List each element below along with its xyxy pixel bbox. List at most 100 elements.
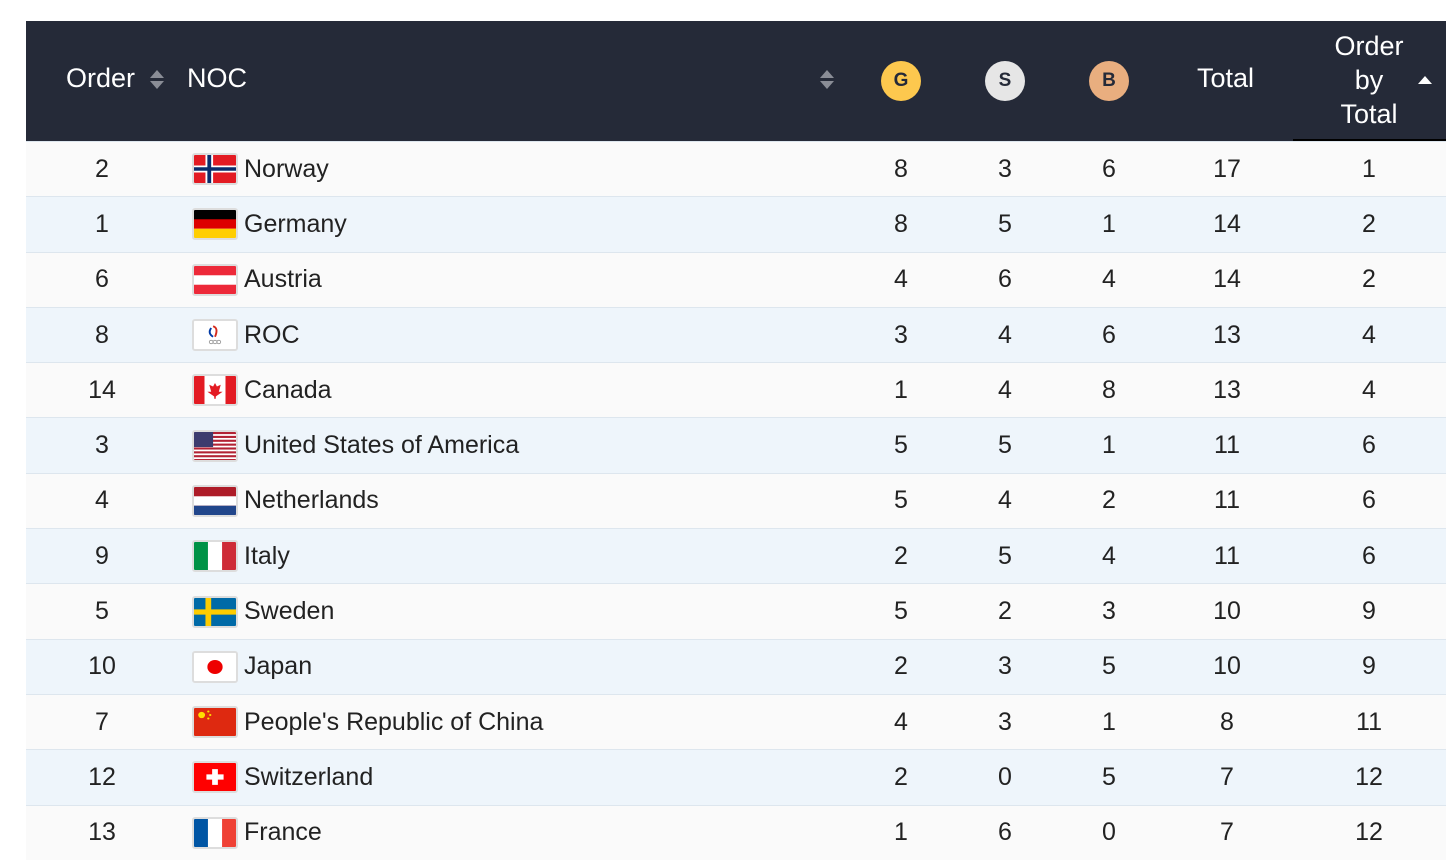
total-count: 11 (1214, 431, 1240, 460)
order-cell: 6 (95, 265, 109, 294)
noc-cell: Switzerland (192, 750, 373, 804)
table-row[interactable]: 5 Sweden 5 2 3 10 9 (26, 583, 1446, 639)
total-count: 10 (1213, 652, 1241, 681)
silver-count: 5 (998, 431, 1012, 460)
country-name[interactable]: Italy (244, 541, 290, 570)
country-name[interactable]: United States of America (244, 431, 520, 460)
country-name[interactable]: Japan (244, 652, 313, 681)
sort-ascending-icon[interactable] (1418, 76, 1432, 84)
gold-count: 5 (894, 486, 908, 515)
noc-column-header[interactable]: NOC (187, 63, 247, 93)
canada-flag-icon (192, 374, 238, 407)
silver-count: 3 (998, 707, 1012, 736)
gold-count: 4 (894, 707, 908, 736)
table-row[interactable]: 1 Germany 8 5 1 14 2 (26, 196, 1446, 252)
header-line: Total (1340, 99, 1398, 129)
sweden-flag-icon (192, 595, 238, 628)
total-count: 7 (1220, 762, 1234, 791)
table-body: 2 Norway 8 3 6 17 1 1 Germany 8 5 1 14 2… (26, 141, 1446, 860)
noc-cell: Sweden (192, 584, 334, 638)
total-count: 14 (1213, 209, 1241, 238)
gold-medal-icon[interactable]: G (881, 61, 921, 101)
rank-by-total: 6 (1362, 541, 1376, 570)
table-row[interactable]: 14 Canada 1 4 8 13 4 (26, 362, 1446, 418)
order-column-header[interactable]: Order (66, 63, 136, 93)
order-cell: 3 (95, 431, 109, 460)
rank-by-total: 2 (1362, 209, 1376, 238)
noc-cell: Netherlands (192, 474, 379, 528)
total-count: 11 (1214, 486, 1240, 515)
sort-icon[interactable] (150, 70, 164, 90)
header-line: by (1354, 65, 1384, 95)
rank-by-total: 6 (1362, 486, 1376, 515)
order-cell: 1 (95, 209, 109, 238)
order-cell: 7 (95, 707, 109, 736)
table-row[interactable]: 2 Norway 8 3 6 17 1 (26, 141, 1446, 197)
italy-flag-icon (192, 540, 238, 573)
rank-by-total: 4 (1362, 375, 1376, 404)
country-name[interactable]: Canada (244, 375, 332, 404)
rank-by-total: 6 (1362, 431, 1376, 460)
order-cell: 5 (95, 597, 109, 626)
order-cell: 10 (88, 652, 116, 681)
silver-medal-icon[interactable]: S (985, 61, 1025, 101)
order-cell: 13 (88, 818, 116, 847)
usa-flag-icon (192, 429, 238, 462)
noc-cell: ROC (192, 308, 300, 362)
noc-cell: Austria (192, 253, 322, 307)
country-name[interactable]: Austria (244, 265, 322, 294)
table-header: Order NOC G S B Total Order by Total (26, 21, 1446, 141)
total-column-header[interactable]: Total (1197, 63, 1255, 93)
bronze-count: 0 (1102, 818, 1116, 847)
order-cell: 4 (95, 486, 109, 515)
country-name[interactable]: People's Republic of China (244, 707, 544, 736)
table-row[interactable]: 3 United States of America 5 5 1 11 6 (26, 417, 1446, 473)
country-name[interactable]: France (244, 818, 322, 847)
sort-icon[interactable] (820, 70, 834, 90)
bronze-medal-icon[interactable]: B (1089, 61, 1129, 101)
rank-by-total: 12 (1355, 818, 1383, 847)
china-flag-icon (192, 706, 238, 739)
gold-count: 3 (894, 320, 908, 349)
noc-cell: Germany (192, 197, 347, 251)
bronze-count: 6 (1102, 320, 1116, 349)
order-by-total-column-header[interactable]: Order by Total (1326, 29, 1412, 131)
france-flag-icon (192, 816, 238, 849)
silver-count: 4 (998, 375, 1012, 404)
total-count: 14 (1213, 265, 1241, 294)
gold-count: 2 (894, 652, 908, 681)
table-row[interactable]: 6 Austria 4 6 4 14 2 (26, 251, 1446, 307)
table-row[interactable]: 4 Netherlands 5 4 2 11 6 (26, 472, 1446, 529)
bronze-count: 5 (1102, 652, 1116, 681)
silver-count: 4 (998, 320, 1012, 349)
table-row[interactable]: 13 France 1 6 0 7 12 (26, 804, 1446, 860)
table-row[interactable]: 7 People's Republic of China 4 3 1 8 11 (26, 693, 1446, 750)
gold-count: 1 (894, 818, 908, 847)
country-name[interactable]: Norway (244, 154, 329, 183)
table-row[interactable]: 10 Japan 2 3 5 10 9 (26, 638, 1446, 694)
order-cell: 12 (88, 762, 116, 791)
header-line: Order (1334, 31, 1404, 61)
noc-cell: United States of America (192, 418, 519, 472)
gold-count: 8 (894, 154, 908, 183)
order-cell: 9 (95, 541, 109, 570)
country-name[interactable]: Netherlands (244, 486, 379, 515)
country-name[interactable]: Sweden (244, 597, 335, 626)
gold-count: 1 (894, 375, 908, 404)
table-row[interactable]: 12 Switzerland 2 0 5 7 12 (26, 749, 1446, 805)
country-name[interactable]: Switzerland (244, 762, 374, 791)
country-name[interactable]: Germany (244, 209, 347, 238)
table-row[interactable]: 9 Italy 2 5 4 11 6 (26, 528, 1446, 584)
total-count: 13 (1213, 375, 1241, 404)
table-row[interactable]: 8 ROC 3 4 6 13 4 (26, 306, 1446, 363)
gold-count: 2 (894, 762, 908, 791)
austria-flag-icon (192, 263, 238, 296)
bronze-count: 3 (1102, 597, 1116, 626)
silver-count: 5 (998, 541, 1012, 570)
country-name[interactable]: ROC (244, 320, 300, 349)
japan-flag-icon (192, 650, 238, 683)
total-count: 7 (1220, 818, 1234, 847)
order-cell: 2 (95, 154, 109, 183)
gold-count: 5 (894, 597, 908, 626)
rank-by-total: 12 (1355, 762, 1383, 791)
